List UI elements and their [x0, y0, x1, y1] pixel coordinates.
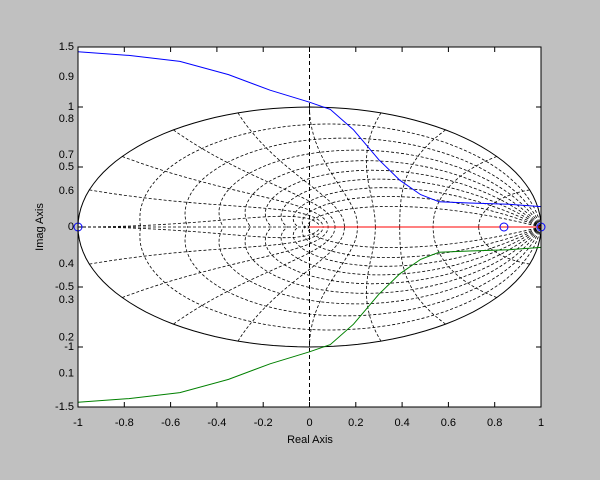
locus-branch [77, 246, 542, 403]
grid-label: 0.2 [59, 331, 74, 343]
y-tick-label: 1.5 [59, 41, 74, 53]
frequency-grid-line [432, 156, 497, 228]
damping-grid-line [292, 187, 542, 228]
y-tick-label: 1 [68, 101, 74, 113]
y-tick-label: 0 [68, 221, 74, 233]
x-tick-label: -0.2 [254, 417, 273, 429]
y-tick-label: -1 [64, 341, 74, 353]
x-tick-label: 0.4 [394, 417, 409, 429]
damping-grid-line [244, 226, 542, 294]
axes-box [77, 46, 542, 408]
frequency-grid-line [78, 215, 320, 228]
grid-label: 0.7 [59, 149, 74, 161]
grid-label: 0.3 [59, 294, 74, 306]
y-tick-label: 0.5 [59, 161, 74, 173]
frequency-grid-line [399, 129, 446, 228]
damping-grid-line [218, 226, 542, 305]
x-tick-label: 0.6 [441, 417, 456, 429]
y-axis-label: Imag Axis [34, 203, 46, 251]
frequency-grid-line [366, 112, 382, 228]
frequency-grid-line [478, 189, 530, 228]
x-tick-label: -0.4 [207, 417, 226, 429]
x-tick-label: 1 [538, 417, 544, 429]
x-tick-label: 0 [306, 417, 312, 429]
frequency-grid-line [173, 226, 336, 325]
damping-grid-line [307, 206, 542, 228]
zero-marker [499, 222, 509, 232]
frequency-grid-line [399, 226, 446, 325]
grid-label: 0.6 [59, 185, 74, 197]
damping-grid-line [280, 226, 542, 276]
x-axis-label: Real Axis [287, 434, 333, 446]
x-tick-label: -0.6 [161, 417, 180, 429]
y-tick-label: -0.5 [55, 281, 74, 293]
frequency-grid-line [122, 156, 329, 228]
frequency-grid-line [309, 226, 358, 347]
frequency-grid-line [122, 226, 329, 298]
frequency-grid-line [309, 107, 358, 228]
frequency-grid-line [366, 226, 382, 342]
damping-grid-line [301, 226, 542, 258]
damping-grid-line [301, 196, 542, 228]
x-tick-label: -0.8 [115, 417, 134, 429]
frequency-grid-line [432, 226, 497, 298]
grid-label: 0.8 [59, 113, 74, 125]
y-tick-label: -1.5 [55, 401, 74, 413]
damping-grid-line [307, 226, 542, 248]
damping-grid-line [244, 160, 542, 228]
grid-label: 0.4 [59, 258, 74, 270]
damping-grid-line [264, 169, 542, 228]
damping-grid-line [292, 226, 542, 267]
x-tick-label: -1 [73, 417, 83, 429]
frequency-grid-line [478, 226, 530, 265]
grid-label: 0.9 [59, 71, 74, 83]
locus-branch [77, 51, 542, 208]
frequency-grid-line [78, 226, 320, 239]
grid-label: 0.1 [59, 367, 74, 379]
x-tick-label: 0.2 [348, 417, 363, 429]
frequency-grid-line [173, 129, 336, 228]
x-tick-label: 0.8 [487, 417, 502, 429]
damping-grid-line [264, 226, 542, 285]
damping-grid-line [218, 149, 542, 228]
